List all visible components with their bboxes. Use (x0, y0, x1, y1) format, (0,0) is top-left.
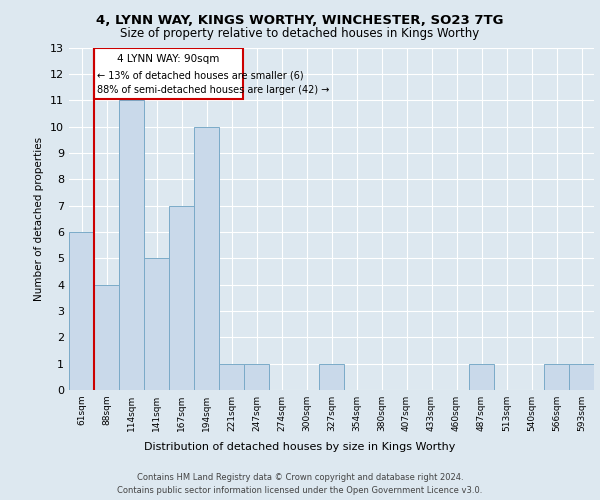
Bar (319, 364, 344, 390)
Bar (94, 284, 119, 390)
Y-axis label: Number of detached properties: Number of detached properties (34, 136, 44, 301)
Bar (569, 364, 594, 390)
Text: Size of property relative to detached houses in Kings Worthy: Size of property relative to detached ho… (121, 28, 479, 40)
Text: 4 LYNN WAY: 90sqm: 4 LYNN WAY: 90sqm (117, 54, 220, 64)
Text: 4, LYNN WAY, KINGS WORTHY, WINCHESTER, SO23 7TG: 4, LYNN WAY, KINGS WORTHY, WINCHESTER, S… (96, 14, 504, 27)
Text: 88% of semi-detached houses are larger (42) →: 88% of semi-detached houses are larger (… (97, 85, 329, 95)
Bar (244, 364, 269, 390)
Bar (194, 126, 219, 390)
Bar (144, 258, 169, 390)
Bar (544, 364, 569, 390)
Bar (69, 232, 94, 390)
Bar (119, 100, 144, 390)
Bar (469, 364, 494, 390)
Text: Distribution of detached houses by size in Kings Worthy: Distribution of detached houses by size … (145, 442, 455, 452)
FancyBboxPatch shape (94, 48, 243, 99)
Bar (169, 206, 194, 390)
Text: Contains HM Land Registry data © Crown copyright and database right 2024.: Contains HM Land Registry data © Crown c… (137, 472, 463, 482)
Text: Contains public sector information licensed under the Open Government Licence v3: Contains public sector information licen… (118, 486, 482, 495)
Bar (219, 364, 244, 390)
Text: ← 13% of detached houses are smaller (6): ← 13% of detached houses are smaller (6) (97, 70, 304, 80)
